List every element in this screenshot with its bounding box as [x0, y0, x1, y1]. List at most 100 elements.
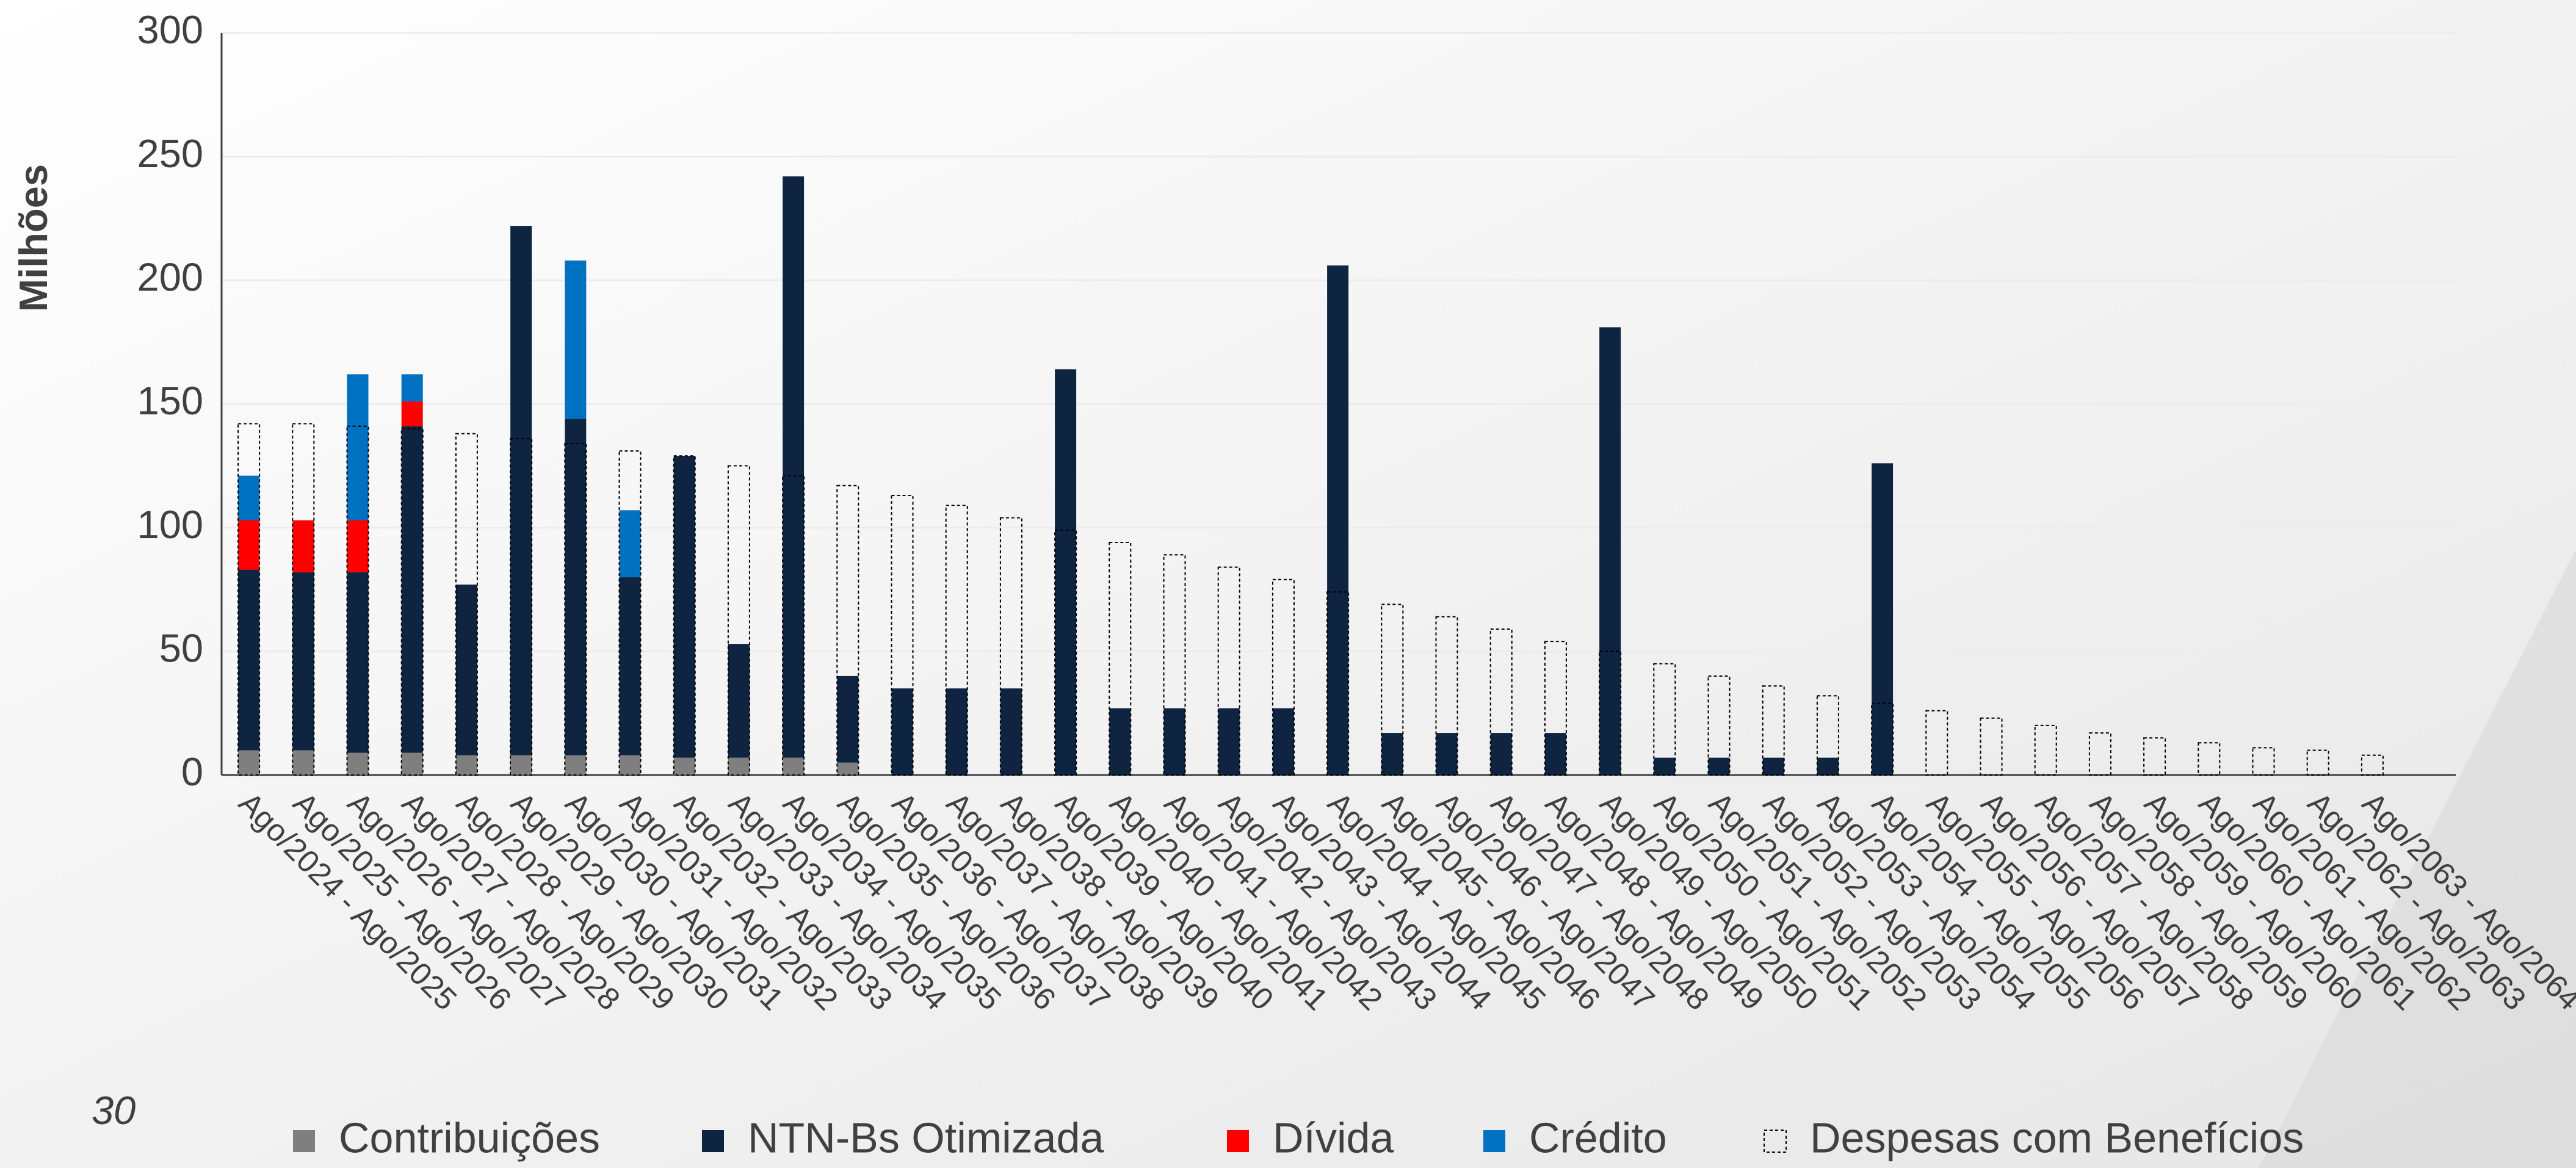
bar-segment [1218, 708, 1240, 775]
y-tick-label: 250 [137, 131, 203, 176]
bar-segment [1272, 708, 1294, 775]
benefit-bar [727, 465, 750, 776]
benefit-bar [455, 433, 478, 776]
y-tick-label: 150 [137, 378, 203, 423]
bar-segment [401, 401, 423, 427]
bar-segment [1436, 733, 1458, 775]
bar-segment [565, 419, 587, 755]
benefit-bar [1599, 651, 1622, 776]
benefit-bar [1980, 717, 2003, 776]
benefit-bar [1816, 695, 1839, 776]
benefit-bar [2034, 724, 2057, 776]
bar-segment [347, 752, 369, 775]
benefit-bar [2088, 732, 2111, 776]
benefit-bar [1489, 628, 1513, 776]
bar-segment [347, 572, 369, 753]
bar-segment [238, 520, 260, 570]
y-tick-label: 0 [181, 749, 203, 794]
bar-segment [728, 644, 750, 758]
bar-segment [238, 569, 260, 751]
bar-segment [1055, 369, 1077, 775]
y-axis-label: Milhões [11, 164, 56, 312]
page-number: 30 [92, 1088, 136, 1133]
benefit-bar [891, 494, 914, 776]
bar-segment [565, 755, 587, 775]
bar-segment [1490, 733, 1512, 775]
benefit-bar [1925, 710, 1948, 776]
bar-segment [401, 426, 423, 753]
benefit-bar [1435, 616, 1458, 776]
benefit-bar [1109, 541, 1132, 776]
bar-segment [510, 226, 532, 755]
bar-segment [783, 757, 805, 775]
benefit-bar [2143, 737, 2166, 776]
bar-segment [1599, 327, 1621, 775]
bar-segment [1109, 708, 1131, 775]
benefit-bar [1272, 579, 1295, 776]
bar-segment [837, 762, 859, 775]
bar-segment [728, 757, 750, 775]
bar-segment [837, 676, 859, 763]
legend-label: Contribuições [339, 1114, 600, 1161]
bar-segment [1654, 757, 1676, 775]
bar-segment [1327, 265, 1349, 776]
bar-segment [1762, 757, 1784, 775]
bar-segment [347, 374, 369, 521]
y-tick-label: 200 [137, 255, 203, 300]
legend-label: Crédito [1529, 1114, 1667, 1161]
benefit-bar [1381, 604, 1404, 776]
benefit-bar [400, 428, 424, 776]
bar-segment [292, 520, 314, 572]
benefit-bar [2361, 754, 2384, 776]
bar-segment [783, 176, 805, 758]
bar-segment [401, 374, 423, 402]
bar-segment [1708, 757, 1730, 775]
bar-segment [238, 750, 260, 775]
benefit-bar [836, 485, 859, 776]
bar-segment [455, 755, 477, 775]
bar-segment [1817, 757, 1839, 775]
decor-shape [2259, 549, 2576, 1168]
bar-segment [891, 688, 913, 775]
y-tick-label: 100 [137, 502, 203, 547]
benefit-bar [782, 475, 805, 776]
bar-segment [347, 520, 369, 572]
bar-segment [1381, 733, 1403, 775]
bar-segment [565, 260, 587, 419]
benefit-bar [1054, 529, 1077, 776]
legend-swatch [1227, 1130, 1249, 1152]
legend-swatch [1483, 1130, 1505, 1152]
benefit-bar [1217, 566, 1240, 776]
bar-segment [673, 757, 695, 775]
y-tick-label: 300 [137, 7, 203, 52]
benefit-bar [1544, 641, 1567, 776]
bar-segment [673, 456, 695, 758]
bar-segment [1000, 688, 1022, 775]
legend-swatch [702, 1130, 724, 1152]
benefit-bar [1871, 702, 1894, 776]
y-tick-label: 50 [159, 626, 203, 671]
bar-segment [455, 584, 477, 755]
bar-segment [292, 572, 314, 751]
bar-segment [292, 750, 314, 775]
benefit-bar [1326, 591, 1350, 776]
benefit-bar [1653, 663, 1676, 776]
bar-segment [619, 755, 641, 775]
benefit-bar [618, 450, 642, 776]
bar-segment [1872, 463, 1894, 775]
bar-segment [946, 688, 968, 775]
bar-segment [401, 752, 423, 775]
bar-segment [510, 755, 532, 775]
benefit-bar [1762, 685, 1785, 776]
benefit-bar [945, 505, 968, 776]
benefit-bar [2306, 749, 2329, 776]
legend-swatch [293, 1130, 315, 1152]
benefit-bar [346, 425, 369, 776]
benefit-bar [564, 442, 587, 776]
legend-label: Dívida [1273, 1114, 1394, 1161]
legend-swatch [1764, 1130, 1787, 1153]
bar-segment [1163, 708, 1185, 775]
benefit-bar [2252, 747, 2275, 776]
